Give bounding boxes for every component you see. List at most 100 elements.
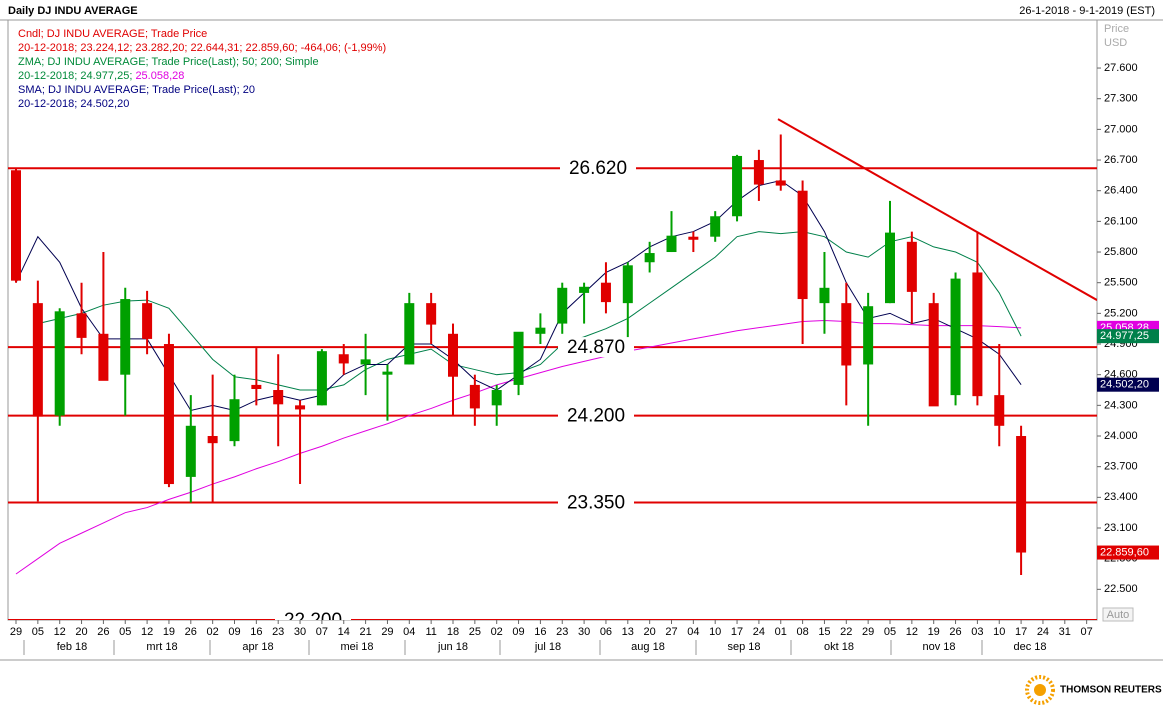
candle-body (732, 155, 743, 217)
y-tick-label: 22.500 (1104, 583, 1138, 595)
x-tick-label: 05 (884, 626, 896, 638)
auto-label[interactable]: Auto (1107, 609, 1130, 621)
month-label: sep 18 (727, 641, 760, 653)
trendline (777, 118, 1097, 301)
month-label: mrt 18 (146, 641, 177, 653)
x-tick-label: 23 (556, 626, 568, 638)
candle-body (753, 160, 764, 185)
candle-body (360, 359, 371, 365)
brand-name: THOMSON REUTERS (1060, 685, 1162, 696)
y-tick-label: 27.300 (1104, 93, 1138, 105)
candle-body (863, 306, 874, 365)
x-tick-label: 29 (10, 626, 22, 638)
candle-body (338, 354, 349, 364)
x-tick-label: 19 (928, 626, 940, 638)
x-tick-label: 24 (753, 626, 765, 638)
month-label: feb 18 (57, 641, 88, 653)
candle-body (535, 327, 546, 334)
candle-body (120, 299, 131, 375)
legend-text: 20-12-2018; 24.977,25; (18, 70, 135, 82)
x-tick-label: 09 (512, 626, 524, 638)
x-tick-label: 27 (665, 626, 677, 638)
x-tick-label: 04 (403, 626, 415, 638)
last-value-label: 22.859,60 (1100, 546, 1149, 558)
candle-body (491, 390, 502, 406)
y-tick-label: 26.700 (1104, 154, 1138, 166)
candle-body (163, 344, 174, 485)
last-value-badge (1097, 545, 1159, 560)
candle-body (513, 331, 524, 385)
candle-body (404, 303, 415, 365)
x-tick-label: 21 (359, 626, 371, 638)
candle-body (185, 425, 196, 477)
chart-title: Daily DJ INDU AVERAGE (8, 5, 138, 17)
x-tick-label: 16 (534, 626, 546, 638)
x-tick-label: 17 (731, 626, 743, 638)
y-tick-label: 25.800 (1104, 246, 1138, 258)
y-tick-label: 23.100 (1104, 522, 1138, 534)
month-label: mei 18 (340, 641, 373, 653)
legend-line: SMA; DJ INDU AVERAGE; Trade Price(Last);… (18, 84, 255, 96)
x-tick-label: 07 (1081, 626, 1093, 638)
y-tick-label: 25.200 (1104, 307, 1138, 319)
y-tick-label: 23.700 (1104, 461, 1138, 473)
last-value-label: 24.502,20 (1100, 379, 1149, 391)
level-label-bg (558, 337, 634, 358)
month-label: dec 18 (1013, 641, 1046, 653)
y-tick-label: 24.000 (1104, 430, 1138, 442)
candle-body (666, 235, 677, 253)
month-label: nov 18 (922, 641, 955, 653)
candle-body (688, 236, 699, 240)
x-tick-label: 26 (97, 626, 109, 638)
candle-body (906, 241, 917, 292)
candle-body (950, 278, 961, 396)
candle-body (972, 272, 983, 397)
y-tick-label: 24.600 (1104, 369, 1138, 381)
y-tick-label: 23.400 (1104, 491, 1138, 503)
x-tick-label: 10 (993, 626, 1005, 638)
legend-text: 20-12-2018; 23.224,12; 23.282,20; 22.644… (18, 42, 386, 54)
month-label: okt 18 (824, 641, 854, 653)
candle-body (841, 303, 852, 366)
x-tick-label: 05 (119, 626, 131, 638)
candle-body (98, 333, 109, 381)
auto-button[interactable] (1102, 607, 1134, 622)
level-label-bg (558, 405, 634, 426)
legend-text: 25.058,28 (135, 70, 184, 82)
x-tick-label: 16 (250, 626, 262, 638)
candle-body (928, 303, 939, 407)
candle-body (775, 180, 786, 186)
x-tick-label: 09 (228, 626, 240, 638)
x-tick-label: 20 (75, 626, 87, 638)
legend-line: ZMA; DJ INDU AVERAGE; Trade Price(Last);… (18, 56, 319, 68)
x-tick-label: 02 (491, 626, 503, 638)
x-tick-label: 14 (338, 626, 350, 638)
candle-body (710, 216, 721, 237)
x-tick-label: 13 (622, 626, 634, 638)
last-value-label: 24.977,25 (1100, 330, 1149, 342)
x-tick-label: 05 (32, 626, 44, 638)
x-tick-label: 29 (862, 626, 874, 638)
x-tick-label: 10 (709, 626, 721, 638)
level-label: 24.200 (567, 406, 625, 427)
x-tick-label: 26 (185, 626, 197, 638)
legend-text: ZMA; DJ INDU AVERAGE; Trade Price(Last);… (18, 56, 319, 68)
x-tick-label: 03 (971, 626, 983, 638)
month-label: jun 18 (437, 641, 468, 653)
candle-body (469, 384, 480, 409)
legend-line: Cndl; DJ INDU AVERAGE; Trade Price (18, 28, 207, 40)
x-tick-label: 23 (272, 626, 284, 638)
x-tick-label: 26 (949, 626, 961, 638)
x-tick-label: 11 (425, 626, 436, 638)
x-tick-label: 25 (469, 626, 481, 638)
x-tick-label: 20 (644, 626, 656, 638)
candle-body (54, 311, 65, 416)
candle-body (316, 351, 327, 406)
candle-body (251, 384, 262, 389)
legend-text: Cndl; DJ INDU AVERAGE; Trade Price (18, 28, 207, 40)
x-tick-label: 30 (294, 626, 306, 638)
candle-body (994, 395, 1005, 426)
candle-body (797, 190, 808, 300)
level-label-bg (275, 610, 351, 620)
